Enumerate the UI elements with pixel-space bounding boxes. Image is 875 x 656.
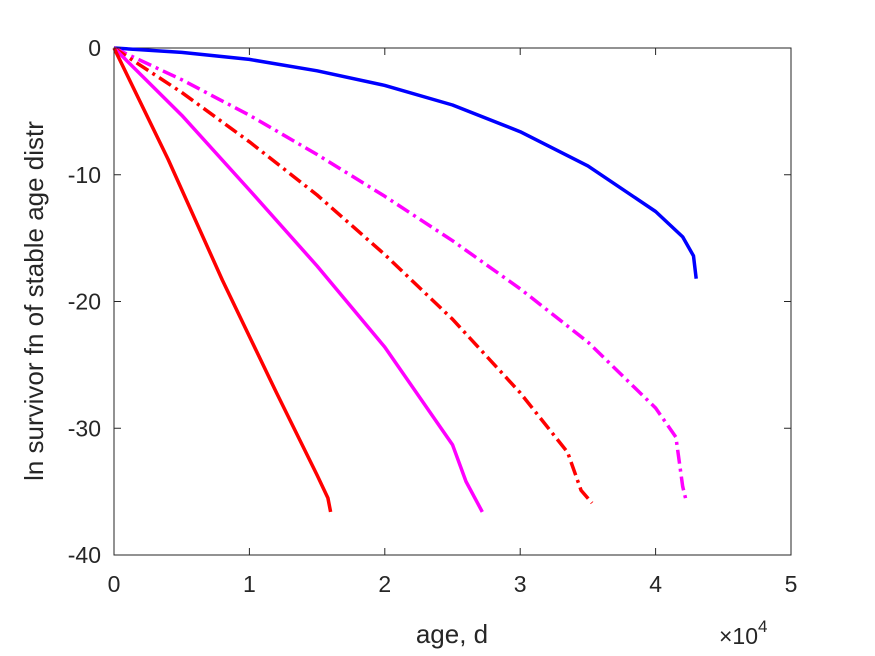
series-line-2 xyxy=(113,46,689,504)
series-line-5 xyxy=(112,47,333,513)
x-tick-label: 1 xyxy=(243,571,256,597)
y-tick-label: -30 xyxy=(68,415,101,441)
y-axis-label: ln survivor fn of stable age distr xyxy=(19,121,49,481)
series-line-3 xyxy=(113,46,594,505)
plot-area xyxy=(113,47,792,556)
series-line-1 xyxy=(113,46,698,279)
x-axis-ticks xyxy=(113,48,792,555)
y-axis-ticks xyxy=(114,47,791,556)
y-tick-label: -10 xyxy=(68,162,101,188)
series-layer xyxy=(112,46,698,513)
series-line-4 xyxy=(112,46,484,513)
x-axis-label: age, d xyxy=(416,619,488,649)
x-tick-label: 2 xyxy=(378,571,391,597)
x-tick-label: 0 xyxy=(108,571,121,597)
y-tick-label: 0 xyxy=(88,35,101,61)
x-multiplier-base: ×10 xyxy=(719,623,758,649)
x-multiplier-exponent: 4 xyxy=(758,617,767,636)
x-axis-tick-labels: 0 1 2 3 4 5 xyxy=(108,571,798,597)
y-tick-label: -40 xyxy=(68,542,101,568)
y-tick-label: -20 xyxy=(68,289,101,315)
x-tick-label: 5 xyxy=(785,571,798,597)
x-tick-label: 3 xyxy=(514,571,527,597)
y-axis-tick-labels: 0 -10 -20 -30 -40 xyxy=(68,35,101,568)
x-tick-label: 4 xyxy=(649,571,662,597)
x-multiplier-label: ×104 xyxy=(719,617,767,649)
